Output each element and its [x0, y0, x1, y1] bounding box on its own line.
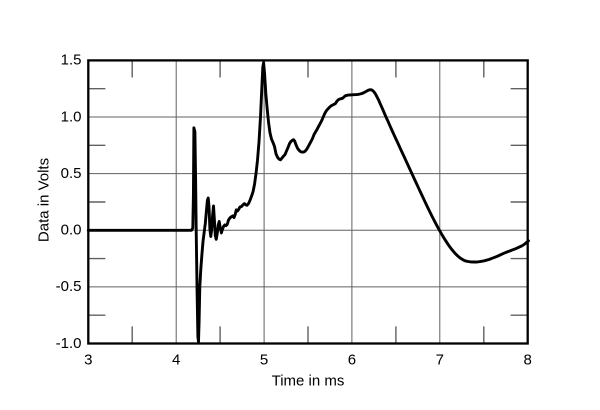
svg-text:4: 4 [172, 352, 180, 369]
svg-text:5: 5 [260, 352, 268, 369]
svg-text:1.5: 1.5 [61, 52, 82, 69]
svg-text:0.0: 0.0 [61, 222, 82, 239]
svg-text:-0.5: -0.5 [56, 278, 82, 295]
svg-text:1.0: 1.0 [61, 108, 82, 125]
svg-text:6: 6 [348, 352, 356, 369]
svg-text:Time in ms: Time in ms [272, 373, 345, 390]
svg-text:0.5: 0.5 [61, 165, 82, 182]
svg-text:3: 3 [84, 352, 92, 369]
svg-text:Data in Volts: Data in Volts [36, 158, 53, 242]
svg-text:7: 7 [436, 352, 444, 369]
svg-text:8: 8 [524, 352, 532, 369]
svg-text:-1.0: -1.0 [56, 335, 82, 352]
